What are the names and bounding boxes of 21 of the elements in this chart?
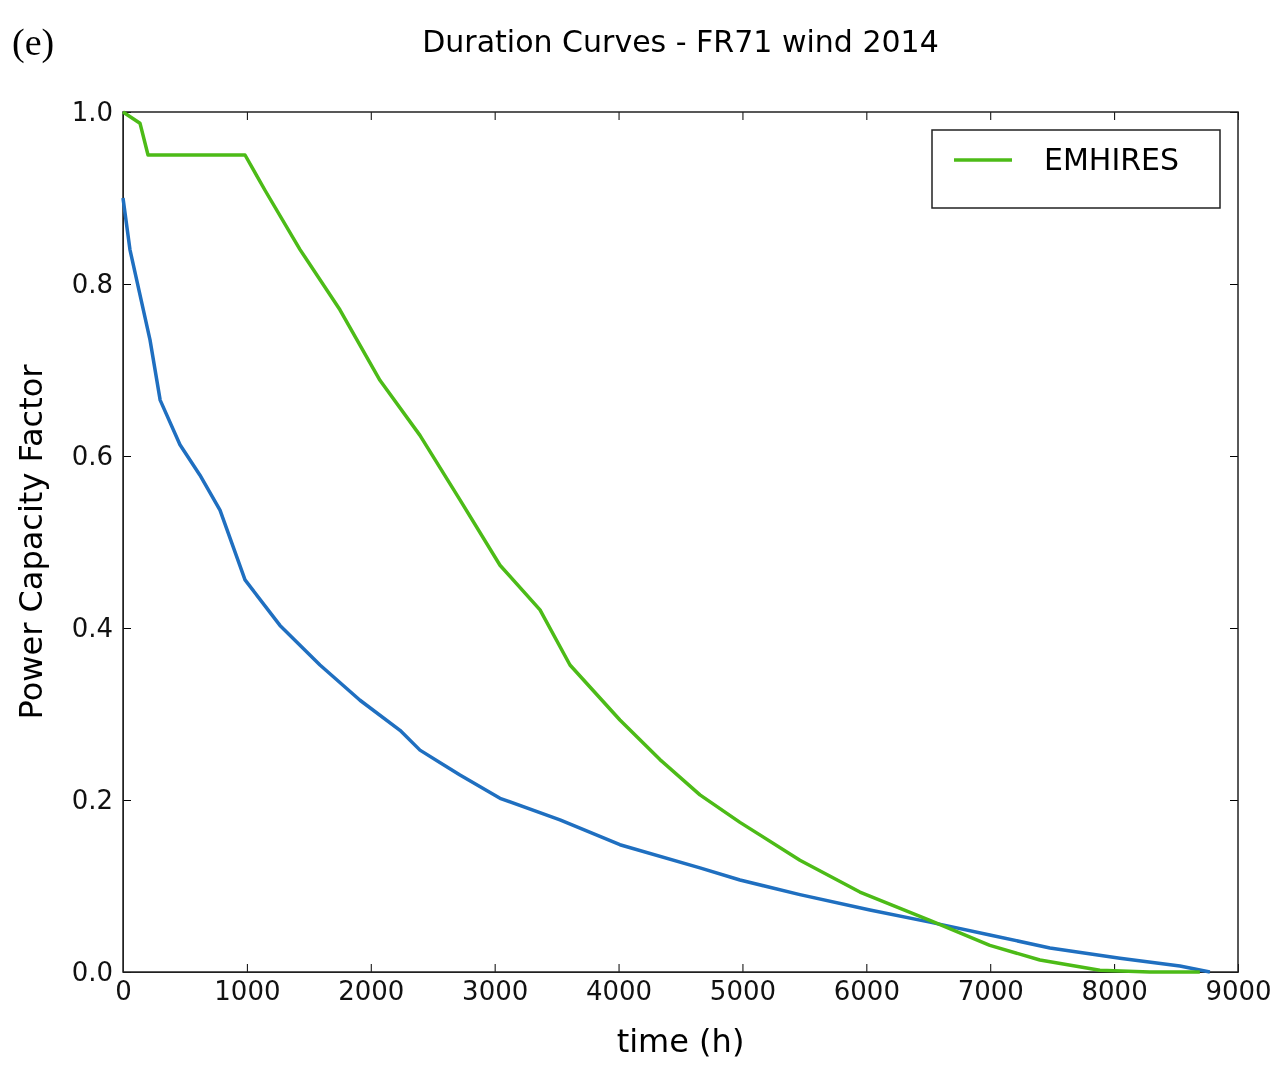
x-tick-label: 8000: [1081, 976, 1148, 1007]
x-tick-label: 7000: [957, 976, 1024, 1007]
chart-title: Duration Curves - FR71 wind 2014: [422, 24, 939, 59]
x-tick-label: 5000: [709, 976, 777, 1007]
y-tick-label: 0.2: [71, 784, 113, 815]
x-tick-label: 0: [115, 976, 132, 1007]
y-tick-label: 0.8: [71, 268, 113, 299]
x-tick-label: 1000: [214, 976, 281, 1007]
y-tick-label: 0.4: [71, 612, 113, 643]
x-tick-label: 9000: [1205, 976, 1272, 1007]
x-tick-label: 4000: [585, 976, 653, 1007]
y-axis-title: Power Capacity Factor: [12, 363, 50, 720]
text: (e): [12, 21, 55, 64]
y-tick-label: 0.6: [71, 440, 113, 471]
legend-label: EMHIRES: [1044, 142, 1180, 177]
x-tick-label: 6000: [833, 976, 900, 1007]
x-tick-label: 3000: [462, 976, 529, 1007]
x-axis-title: time (h): [616, 1022, 745, 1060]
y-tick-label: 0.0: [71, 956, 113, 987]
x-tick-label: 2000: [338, 976, 405, 1007]
y-tick-label: 1.0: [71, 96, 113, 127]
